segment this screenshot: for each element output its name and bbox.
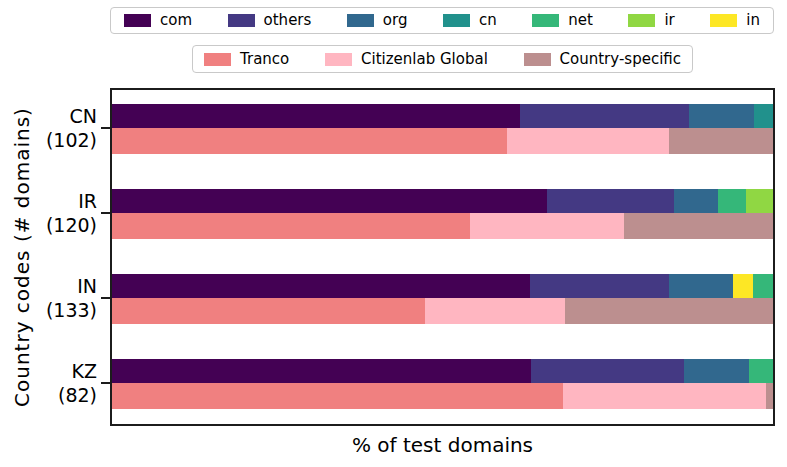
citizenlab-global-swatch [325,53,352,66]
segment-org-kz [684,359,748,383]
legend-item-in: in [710,13,760,28]
legend-label-com: com [160,13,192,28]
country-code-kz: KZ [0,359,97,383]
y-tick-label-kz: KZ(82) [0,359,97,407]
segment-country-specific-cn [669,128,773,154]
legend-label-country-specific: Country-specific [560,52,681,67]
y-tick-ir [101,212,110,214]
source-bar-ir [112,213,773,239]
source-bar-kz [112,383,773,409]
segment-org-ir [674,189,718,213]
legend-label-org: org [383,13,408,28]
legend-item-tranco: Tranco [204,52,289,67]
legend-label-net: net [568,13,593,28]
segment-tranco-cn [112,128,507,154]
legend-item-citizenlab-global: Citizenlab Global [325,52,488,67]
segment-country-specific-kz [766,383,773,409]
tld-legend: com others org cn net ir in [110,7,774,34]
tranco-swatch [204,53,231,66]
segment-citizenlab-global-in [425,298,564,324]
com-swatch [124,14,151,27]
segment-org-in [669,274,734,298]
segment-others-kz [531,359,684,383]
segment-com-cn [112,104,520,128]
tld-bar-in [112,274,773,298]
legend-label-ir: ir [664,13,674,28]
segment-org-cn [689,104,754,128]
y-tick-label-ir: IR(120) [0,189,97,237]
segment-others-in [530,274,669,298]
figure: com others org cn net ir in Tranco Citizenlab G… [0,0,787,467]
bar-group-cn [112,104,773,154]
segment-com-ir [112,189,547,213]
legend-label-citizenlab-global: Citizenlab Global [361,52,488,67]
others-swatch [228,14,255,27]
domain-count-cn: (102) [0,128,97,152]
cn-swatch [443,14,470,27]
domain-count-in: (133) [0,298,97,322]
source-legend: Tranco Citizenlab Global Country-specific [192,45,693,73]
segment-tranco-kz [112,383,563,409]
legend-label-others: others [264,13,312,28]
segment-citizenlab-global-cn [507,128,669,154]
y-tick-cn [101,127,110,129]
segment-ir-ir [746,189,773,213]
bar-group-in [112,274,773,324]
segment-country-specific-in [565,298,773,324]
segment-others-ir [547,189,674,213]
y-tick-kz [101,382,110,384]
domain-count-ir: (120) [0,213,97,237]
country-specific-swatch [524,53,551,66]
legend-item-org: org [347,13,408,28]
legend-item-others: others [228,13,312,28]
legend-item-ir: ir [628,13,674,28]
segment-tranco-ir [112,213,470,239]
y-tick-label-in: IN(133) [0,274,97,322]
segment-country-specific-ir [624,213,773,239]
y-tick-label-cn: CN(102) [0,104,97,152]
in-swatch [710,14,737,27]
segment-in-in [733,274,753,298]
tld-bar-cn [112,104,773,128]
segment-others-cn [520,104,689,128]
segment-citizenlab-global-kz [563,383,765,409]
segment-net-kz [749,359,773,383]
plot-area [110,88,775,426]
segment-citizenlab-global-ir [470,213,624,239]
country-code-ir: IR [0,189,97,213]
source-bar-in [112,298,773,324]
country-code-in: IN [0,274,97,298]
source-bar-cn [112,128,773,154]
bar-group-kz [112,359,773,409]
segment-net-ir [718,189,746,213]
segment-com-kz [112,359,531,383]
country-code-cn: CN [0,104,97,128]
segment-net-in [753,274,773,298]
x-axis-label: % of test domains [110,433,775,457]
legend-label-in: in [746,13,760,28]
tld-bar-ir [112,189,773,213]
legend-item-country-specific: Country-specific [524,52,681,67]
tld-bar-kz [112,359,773,383]
legend-item-com: com [124,13,192,28]
org-swatch [347,14,374,27]
ir-swatch [628,14,655,27]
legend-item-net: net [532,13,593,28]
net-swatch [532,14,559,27]
bar-group-ir [112,189,773,239]
y-tick-in [101,297,110,299]
legend-label-tranco: Tranco [240,52,289,67]
segment-cn-cn [754,104,773,128]
legend-label-cn: cn [479,13,497,28]
segment-com-in [112,274,530,298]
domain-count-kz: (82) [0,383,97,407]
legend-item-cn: cn [443,13,497,28]
segment-tranco-in [112,298,425,324]
